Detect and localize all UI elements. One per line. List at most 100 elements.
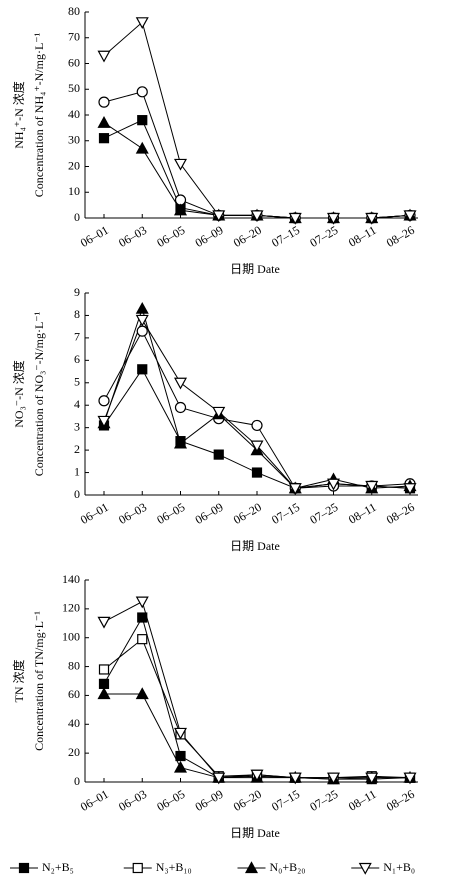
data-point xyxy=(174,401,187,414)
y-axis-title: Concentration of TN/mg·L⁻¹ xyxy=(32,611,46,751)
series-line xyxy=(103,91,411,219)
x-tick-label: 06–03 xyxy=(116,223,149,250)
x-tick-label: 08–26 xyxy=(384,787,417,814)
data-point xyxy=(403,210,417,223)
data-point xyxy=(173,760,188,773)
x-tick-label: 06–09 xyxy=(193,500,226,527)
data-point xyxy=(97,415,111,428)
x-tick-label: 06–09 xyxy=(193,787,226,814)
y-tick-label: 60 xyxy=(68,687,80,701)
y-tick-label: 4 xyxy=(74,397,80,411)
data-point xyxy=(173,436,188,449)
x-tick-label: 06–20 xyxy=(231,787,264,814)
y-tick-label: 100 xyxy=(62,629,80,643)
data-point xyxy=(365,772,379,785)
data-point xyxy=(173,203,188,216)
data-point xyxy=(288,772,302,785)
data-point xyxy=(137,364,148,375)
data-point xyxy=(250,769,264,782)
legend-label: N₃+B₁₀ xyxy=(156,860,192,874)
data-point xyxy=(250,440,264,453)
legend-marker xyxy=(244,861,259,874)
data-point xyxy=(365,480,379,493)
data-point xyxy=(137,115,148,126)
y-tick-label: 70 xyxy=(68,30,80,44)
y-axis-title: Concentration of NO₃⁻-N/mg·L⁻¹ xyxy=(32,311,46,476)
y-tick-label: 7 xyxy=(74,330,80,344)
legend-label: N₁+B₀ xyxy=(383,860,415,874)
data-point xyxy=(173,727,188,740)
data-point xyxy=(250,210,264,223)
x-tick-label: 06–01 xyxy=(78,500,111,527)
y-tick-label: 40 xyxy=(68,107,80,121)
data-point xyxy=(174,194,187,206)
data-point xyxy=(213,449,224,460)
y-tick-label: 60 xyxy=(68,55,80,69)
y-axis-title: TN 浓度 xyxy=(11,660,26,703)
series-line xyxy=(103,307,411,489)
series-line xyxy=(103,119,411,219)
data-point xyxy=(135,596,149,609)
legend-label: N₀+B₂₀ xyxy=(270,860,306,874)
y-tick-label: 10 xyxy=(68,184,80,198)
y-tick-label: 20 xyxy=(68,745,80,759)
data-point xyxy=(137,612,148,623)
y-tick-label: 9 xyxy=(74,285,80,299)
x-tick-label: 07–25 xyxy=(307,787,340,814)
y-tick-label: 2 xyxy=(74,442,80,456)
x-tick-label: 08–11 xyxy=(346,500,379,527)
y-tick-label: 8 xyxy=(74,307,80,321)
data-point xyxy=(97,50,111,63)
data-point xyxy=(136,325,148,337)
y-axis-title: NH₄⁺-N 浓度 xyxy=(11,81,26,149)
data-point xyxy=(288,212,302,225)
y-tick-label: 80 xyxy=(68,4,80,18)
x-tick-label: 08–11 xyxy=(346,787,379,814)
y-tick-label: 3 xyxy=(74,419,80,433)
data-point xyxy=(212,406,226,419)
series-line xyxy=(104,693,410,780)
y-tick-label: 120 xyxy=(62,601,80,615)
data-point xyxy=(98,133,110,144)
data-point xyxy=(326,772,341,785)
y-tick-label: 1 xyxy=(74,464,80,478)
x-axis-title: 日期 Date xyxy=(230,539,280,553)
data-point xyxy=(135,301,149,314)
data-point xyxy=(135,141,149,154)
x-tick-label: 08–11 xyxy=(346,223,379,250)
data-point xyxy=(251,467,263,478)
y-axis-title: NO₃⁻-N 浓度 xyxy=(11,360,26,428)
y-tick-label: 0 xyxy=(74,774,80,788)
data-point xyxy=(403,483,417,496)
x-axis-title: 日期 Date xyxy=(230,262,280,276)
x-tick-label: 06–01 xyxy=(78,223,111,250)
legend-marker xyxy=(18,862,30,874)
legend-label: N₂+B₅ xyxy=(42,860,74,874)
data-point xyxy=(98,678,110,689)
data-point xyxy=(403,772,417,785)
data-point xyxy=(135,314,149,327)
series-line xyxy=(103,21,411,219)
legend-marker xyxy=(132,862,143,874)
x-tick-label: 08–26 xyxy=(384,500,417,527)
x-tick-label: 06–09 xyxy=(193,223,226,250)
x-tick-label: 06–03 xyxy=(116,787,149,814)
data-point xyxy=(326,478,341,491)
series-line xyxy=(103,318,411,489)
x-tick-label: 06–05 xyxy=(154,500,187,527)
data-point xyxy=(365,212,379,225)
data-point xyxy=(97,115,111,128)
x-tick-label: 06–20 xyxy=(231,500,264,527)
y-axis-title: Concentration of NH₄⁺-N/mg·L⁻¹ xyxy=(32,32,46,197)
series-line xyxy=(103,600,410,779)
y-tick-label: 140 xyxy=(62,572,80,586)
x-tick-label: 07–15 xyxy=(269,787,302,814)
y-tick-label: 30 xyxy=(68,133,80,147)
y-tick-label: 6 xyxy=(74,352,80,366)
x-tick-label: 06–03 xyxy=(116,500,149,527)
y-tick-label: 5 xyxy=(74,375,80,389)
series-line xyxy=(103,616,411,780)
x-tick-label: 06–05 xyxy=(154,787,187,814)
x-tick-label: 06–05 xyxy=(154,223,187,250)
